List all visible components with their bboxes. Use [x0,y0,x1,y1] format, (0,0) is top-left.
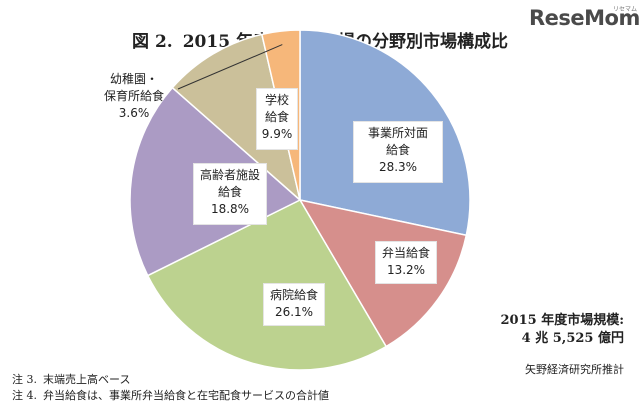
notes: 注 3. 末端売上高ベース 注 4. 弁当給食は、事業所弁当給食と在宅配食サービスの… [12,372,329,404]
slice-label: 学校給食 9.9% [256,88,298,150]
note-item: 注 4. 弁当給食は、事業所弁当給食と在宅配食サービスの合計値 [12,388,329,404]
note-text: 末端売上高ベース [43,373,131,386]
logo-text: ReseMom [529,6,640,30]
slice-name: 幼稚園・ [110,72,159,86]
market-size-value: 4 兆 5,525 億円 [521,331,624,346]
market-size-label: 2015 年度市場規模: [500,313,624,328]
figure-label: 図 2. [132,32,173,52]
source-note: 矢野経済研究所推計 [525,363,624,376]
slice-value: 3.6% [118,106,150,120]
note-number: 注 3. [12,373,37,386]
slice-label: 病院給食 26.1% [263,283,325,326]
slice-name: 給食 [264,110,289,124]
note-text: 弁当給食は、事業所弁当給食と在宅配食サービスの合計値 [43,389,329,402]
slice-name: 病院給食 [269,288,318,302]
slice-name: 保育所給食 [104,89,165,103]
slice-label: 幼稚園・保育所給食 3.6% [104,71,164,122]
note-number: 注 4. [12,389,37,402]
note-item: 注 3. 末端売上高ベース [12,372,329,388]
resemom-logo[interactable]: ReseMom リセマム [529,6,640,30]
slice-label: 事業所対面給食 28.3% [353,121,443,183]
slice-value: 18.8% [210,202,250,216]
slice-name: 高齢者施設 [199,168,260,182]
market-size: 2015 年度市場規模: 4 兆 5,525 億円 [500,312,624,348]
slice-name: 事業所対面 [367,126,428,140]
slice-name: 学校 [264,93,289,107]
pie-slice [171,33,302,203]
slice-label: 弁当給食 13.2% [375,241,437,284]
slice-name: 給食 [217,185,242,199]
slice-label: 高齢者施設給食 18.8% [193,163,267,225]
leader-line [177,44,283,90]
slice-name: 弁当給食 [381,246,430,260]
slice-value: 26.1% [274,305,314,319]
slice-value: 28.3% [378,160,418,174]
slice-value: 9.9% [261,127,293,141]
slice-value: 13.2% [386,263,426,277]
logo-sup-text: リセマム [613,6,638,13]
slice-name: 給食 [385,143,410,157]
